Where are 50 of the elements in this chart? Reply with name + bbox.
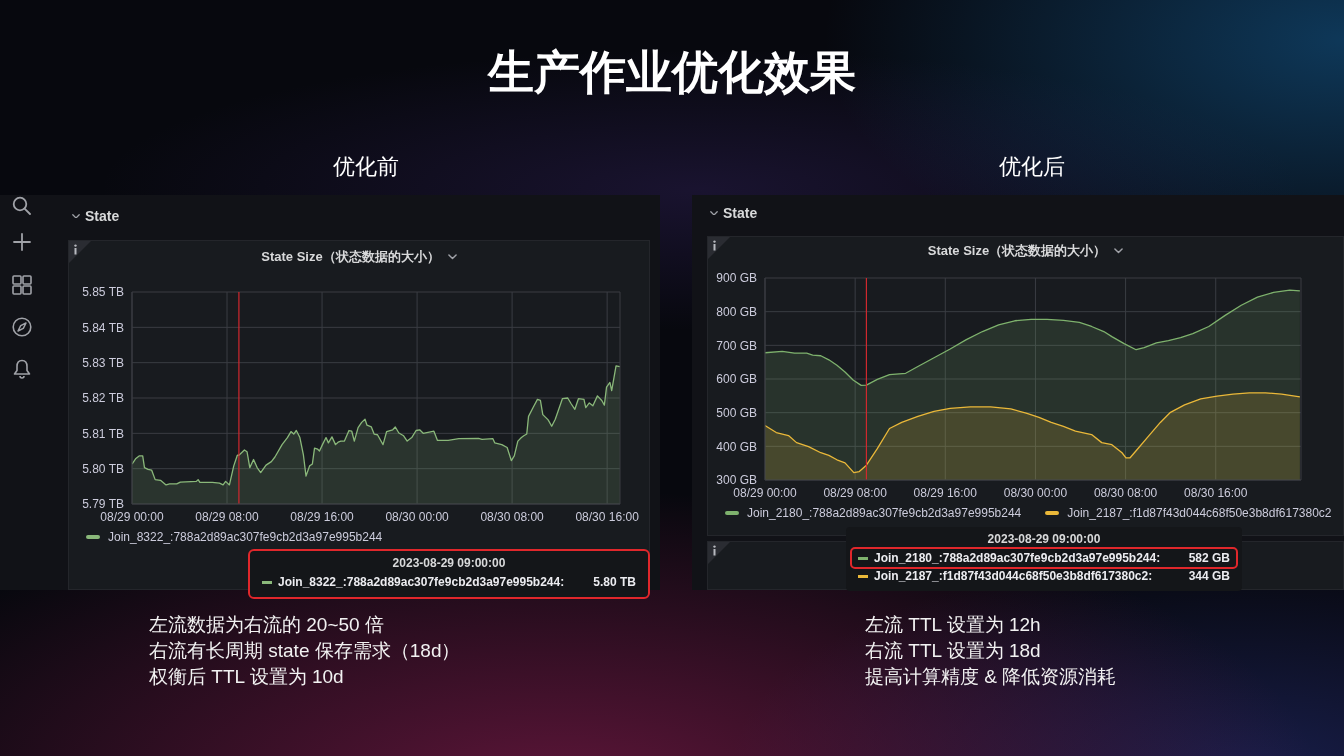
y-tick-label: 500 GB bbox=[716, 405, 757, 420]
x-tick-label: 08/29 08:00 bbox=[195, 509, 260, 524]
text: Join_2187_:f1d87f43d044c68f50e3b8df617380c2: bbox=[874, 569, 1154, 583]
text: 582 GB bbox=[1188, 551, 1230, 565]
text: 权衡后 TTL 设置为 10d bbox=[149, 665, 345, 689]
x-tick-label: 08/30 00:00 bbox=[1003, 485, 1068, 500]
text: 右流 TTL 设置为 18d bbox=[865, 639, 1042, 663]
y-tick-label: 600 GB bbox=[716, 372, 757, 387]
x-tick-label: 08/30 00:00 bbox=[385, 509, 450, 524]
legend-label: Join_8322_:788a2d89ac307fe9cb2d3a97e995b244 bbox=[108, 530, 383, 544]
chart-subtitle: 优化后 bbox=[998, 153, 1066, 181]
x-tick-label: 08/30 16:00 bbox=[1184, 485, 1248, 500]
x-tick-label: 08/30 08:00 bbox=[1093, 485, 1158, 500]
chart-title: State Size（状态数据的大小） bbox=[261, 248, 440, 266]
x-tick-label: 08/29 16:00 bbox=[290, 509, 355, 524]
x-tick-label: 08/30 16:00 bbox=[575, 509, 640, 524]
legend-label: Join_2180_:788a2d89ac307fe9cb2d3a97e995b244 bbox=[747, 506, 1022, 520]
y-tick-label: 5.82 TB bbox=[82, 391, 124, 406]
y-tick-label: 5.85 TB bbox=[82, 285, 124, 300]
y-tick-label: 900 GB bbox=[716, 271, 757, 286]
y-tick-label: 400 GB bbox=[716, 439, 757, 454]
y-tick-label: 5.83 TB bbox=[82, 355, 124, 370]
text: 生产作业优化效果 bbox=[486, 45, 857, 100]
y-tick-label: 800 GB bbox=[716, 304, 757, 319]
text: State bbox=[723, 205, 758, 221]
y-tick-label: 5.80 TB bbox=[82, 461, 124, 476]
text: 2023-08-29 09:00:00 bbox=[986, 532, 1102, 546]
x-tick-label: 08/29 00:00 bbox=[100, 509, 165, 524]
text: 右流有长周期 state 保存需求（18d） bbox=[149, 639, 461, 663]
x-tick-label: 08/29 08:00 bbox=[823, 485, 888, 500]
y-tick-label: 300 GB bbox=[716, 473, 757, 488]
text: 左流数据为右流的 20~50 倍 bbox=[149, 613, 385, 637]
text: 2023-08-29 09:00:00 bbox=[391, 556, 507, 570]
text: Join_2180_:788a2d89ac307fe9cb2d3a97e995b244: bbox=[874, 551, 1162, 565]
chart-subtitle: 优化前 bbox=[332, 153, 400, 181]
text: 提高计算精度 & 降低资源消耗 bbox=[865, 665, 1117, 689]
text: 左流 TTL 设置为 12h bbox=[865, 613, 1042, 637]
text: State bbox=[85, 208, 120, 224]
y-tick-label: 5.81 TB bbox=[82, 426, 124, 441]
text: Join_8322_:788a2d89ac307fe9cb2d3a97e995b244: bbox=[278, 575, 566, 589]
y-tick-label: 5.79 TB bbox=[82, 497, 124, 512]
text: 344 GB bbox=[1188, 569, 1230, 583]
x-tick-label: 08/29 00:00 bbox=[733, 485, 798, 500]
y-tick-label: 700 GB bbox=[716, 338, 757, 353]
legend-label: Join_2187_:f1d87f43d044c68f50e3b8df617380c2 bbox=[1067, 506, 1332, 520]
x-tick-label: 08/30 08:00 bbox=[480, 509, 545, 524]
x-tick-label: 08/29 16:00 bbox=[913, 485, 978, 500]
y-tick-label: 5.84 TB bbox=[82, 320, 124, 335]
chart-title: State Size（状态数据的大小） bbox=[927, 242, 1107, 260]
text: 5.80 TB bbox=[593, 575, 636, 589]
